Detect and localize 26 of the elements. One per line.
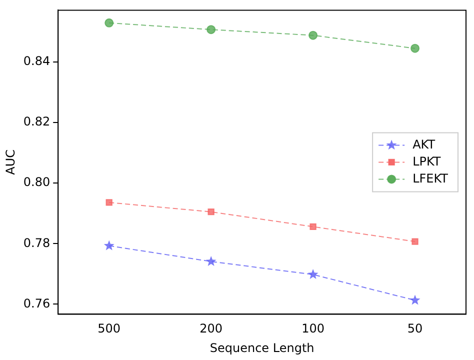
x-axis-title: Sequence Length (210, 340, 314, 355)
point (104, 18, 114, 28)
point (308, 30, 318, 40)
point (410, 294, 420, 305)
point (106, 199, 112, 206)
y-tick-label: 0.78 (23, 236, 50, 250)
y-tick-label: 0.84 (23, 54, 50, 68)
point (208, 208, 214, 216)
y-tick-label: 0.82 (23, 114, 50, 129)
legend-label: LPKT (412, 154, 442, 168)
point (310, 223, 316, 230)
y-axis-title: AUC (3, 150, 18, 175)
y-tick-label: 0.76 (23, 296, 50, 310)
x-tick-label: 500 (98, 322, 121, 336)
point (206, 256, 216, 266)
legend-label: AKT (412, 137, 436, 152)
y-tick-label: 0.80 (23, 175, 50, 190)
point (104, 240, 114, 250)
point (410, 44, 420, 53)
point (308, 269, 318, 279)
x-tick-label: 50 (407, 322, 423, 336)
point (412, 238, 418, 245)
legend-label: LFEKT (412, 171, 449, 186)
x-tick-label: 100 (302, 322, 324, 336)
point (206, 25, 216, 34)
x-tick-label: 200 (200, 322, 223, 336)
